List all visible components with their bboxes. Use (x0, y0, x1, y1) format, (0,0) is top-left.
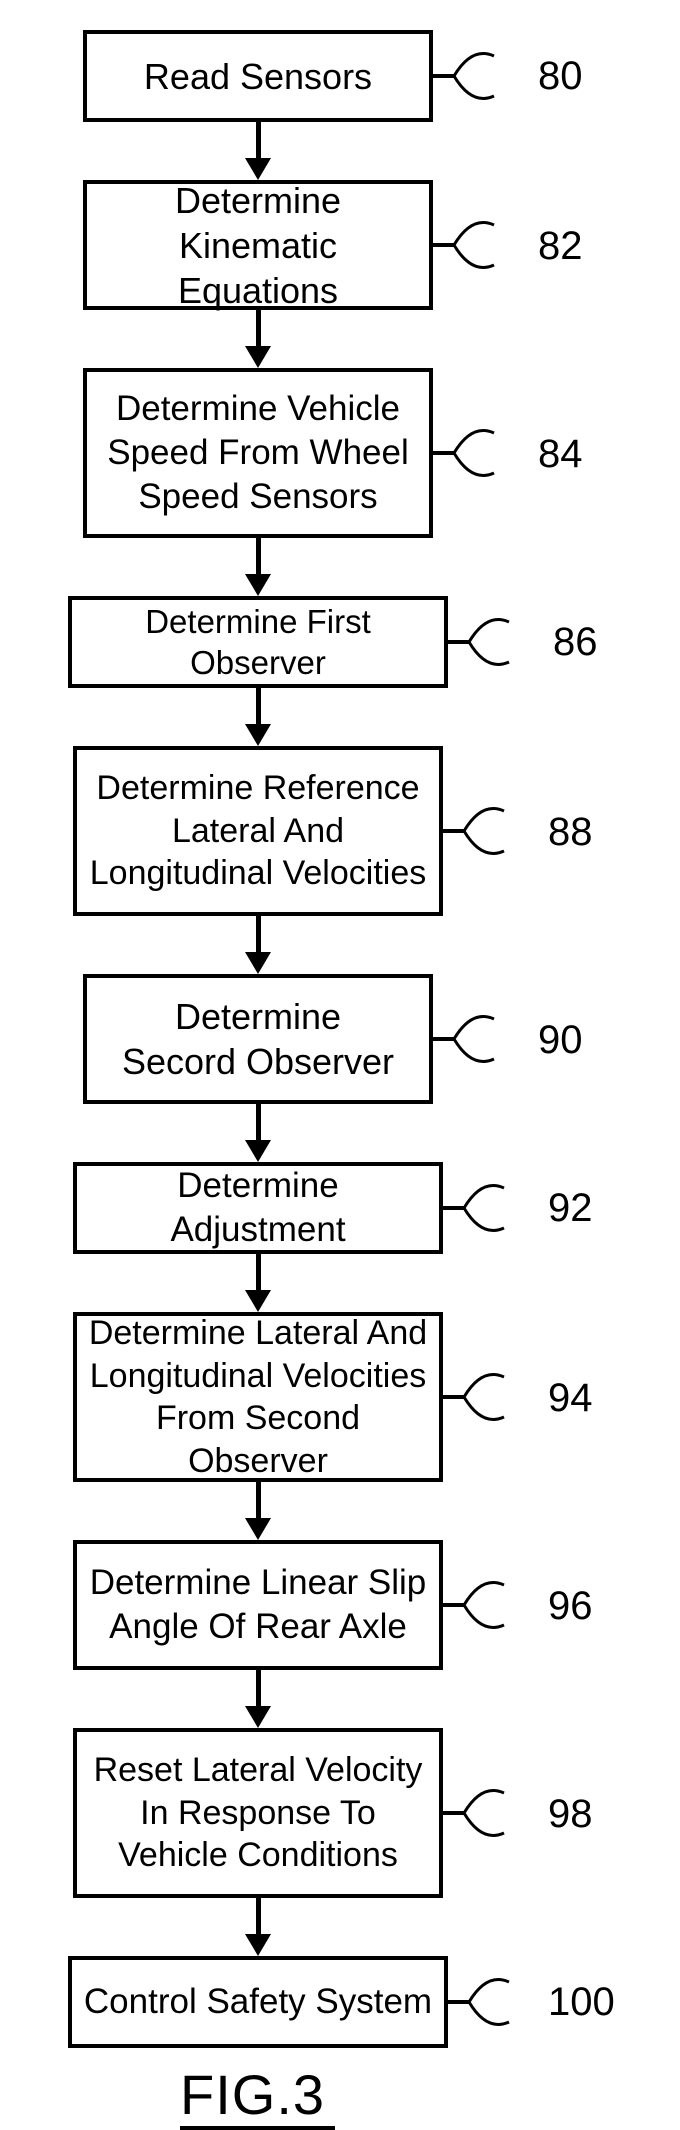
node-label: Read Sensors (144, 54, 372, 99)
ref-num-100: 100 (548, 1980, 615, 2025)
node-label: DetermineSecord Observer (122, 994, 394, 1084)
arrow-head (245, 1518, 271, 1540)
arrow-head (245, 574, 271, 596)
arrow-head (245, 724, 271, 746)
ref-num-86: 86 (553, 620, 598, 665)
node-first-observer: Determine First Observer (68, 596, 448, 688)
arrow (256, 1898, 261, 1934)
ref-num-92: 92 (548, 1186, 593, 1231)
arrow (256, 1482, 261, 1518)
leader-curve (450, 213, 510, 277)
node-label: Determine KinematicEquations (97, 178, 419, 313)
ref-num-88: 88 (548, 810, 593, 855)
ref-num-82: 82 (538, 224, 583, 269)
node-vehicle-speed: Determine VehicleSpeed From WheelSpeed S… (83, 368, 433, 538)
arrow-head (245, 346, 271, 368)
leader-curve (465, 610, 525, 674)
node-label: Reset Lateral VelocityIn Response ToVehi… (94, 1749, 423, 1877)
arrow-head (245, 1934, 271, 1956)
leader-curve (465, 1970, 525, 2034)
arrow-head (245, 1706, 271, 1728)
arrow (256, 1670, 261, 1706)
ref-num-98: 98 (548, 1792, 593, 1837)
ref-num-96: 96 (548, 1584, 593, 1629)
ref-num-84: 84 (538, 432, 583, 477)
arrow (256, 122, 261, 158)
arrow (256, 538, 261, 574)
arrow (256, 1254, 261, 1290)
node-second-observer: DetermineSecord Observer (83, 974, 433, 1104)
arrow-head (245, 1290, 271, 1312)
node-control-safety: Control Safety System (68, 1956, 448, 2048)
node-kinematic-eq: Determine KinematicEquations (83, 180, 433, 310)
arrow-head (245, 952, 271, 974)
node-label: Determine ReferenceLateral AndLongitudin… (90, 767, 426, 895)
arrow (256, 310, 261, 346)
node-label: Determine First Observer (82, 601, 434, 684)
node-label: Control Safety System (84, 1980, 432, 2024)
leader-curve (460, 799, 520, 863)
figure-underline (180, 2126, 335, 2130)
ref-num-90: 90 (538, 1018, 583, 1063)
leader-curve (460, 1781, 520, 1845)
figure-label: FIG.3 (180, 2062, 325, 2127)
node-label: Determine Linear SlipAngle Of Rear Axle (90, 1561, 427, 1649)
arrow-head (245, 1140, 271, 1162)
arrow (256, 1104, 261, 1140)
node-lat-long-second: Determine Lateral AndLongitudinal Veloci… (73, 1312, 443, 1482)
leader-curve (460, 1176, 520, 1240)
leader-curve (450, 44, 510, 108)
arrow (256, 688, 261, 724)
node-read-sensors: Read Sensors (83, 30, 433, 122)
leader-curve (450, 421, 510, 485)
node-ref-velocities: Determine ReferenceLateral AndLongitudin… (73, 746, 443, 916)
leader-curve (450, 1007, 510, 1071)
node-adjustment: Determine Adjustment (73, 1162, 443, 1254)
node-label: Determine VehicleSpeed From WheelSpeed S… (107, 387, 409, 518)
node-label: Determine Adjustment (87, 1164, 429, 1252)
ref-num-80: 80 (538, 54, 583, 99)
leader-curve (460, 1573, 520, 1637)
node-reset-lat-velocity: Reset Lateral VelocityIn Response ToVehi… (73, 1728, 443, 1898)
flowchart-container: Read Sensors 80 Determine KinematicEquat… (0, 0, 680, 2082)
node-slip-angle: Determine Linear SlipAngle Of Rear Axle (73, 1540, 443, 1670)
arrow (256, 916, 261, 952)
ref-num-94: 94 (548, 1376, 593, 1421)
leader-curve (460, 1365, 520, 1429)
node-label: Determine Lateral AndLongitudinal Veloci… (87, 1312, 429, 1482)
